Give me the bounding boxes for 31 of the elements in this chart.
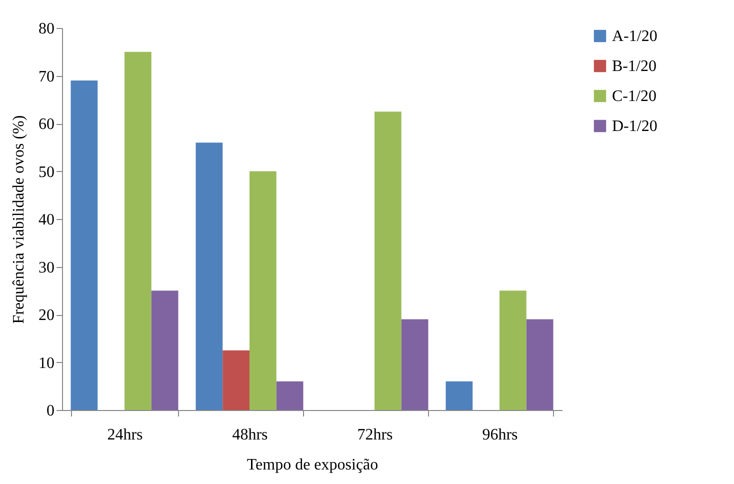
x-tick-label: 24hrs bbox=[107, 426, 143, 444]
bar bbox=[446, 381, 473, 410]
y-tick-label: 20 bbox=[38, 307, 54, 324]
y-tick-label: 30 bbox=[38, 259, 54, 276]
y-tick-label: 60 bbox=[38, 116, 54, 133]
y-tick-label: 10 bbox=[38, 354, 54, 372]
bar bbox=[401, 319, 428, 410]
bar bbox=[196, 142, 223, 410]
y-tick-label: 70 bbox=[38, 68, 54, 86]
bar bbox=[222, 350, 250, 410]
x-tick-label: 96hrs bbox=[482, 426, 518, 444]
y-tick-label: 50 bbox=[38, 164, 54, 181]
y-axis-title: Frequência viabilidade ovos (%) bbox=[10, 115, 28, 324]
bar bbox=[374, 112, 402, 410]
legend-label: C-1/20 bbox=[612, 88, 656, 105]
x-tick-label: 72hrs bbox=[357, 426, 393, 444]
x-axis-title: Tempo de exposição bbox=[246, 456, 378, 474]
bar bbox=[526, 319, 554, 410]
legend-label: B-1/20 bbox=[612, 58, 656, 75]
bar bbox=[250, 171, 276, 410]
bar bbox=[276, 381, 304, 410]
bar bbox=[500, 290, 526, 410]
legend-label: D-1/20 bbox=[612, 118, 658, 135]
bar bbox=[124, 52, 152, 410]
y-tick-label: 40 bbox=[38, 212, 54, 228]
x-tick-label: 48hrs bbox=[232, 426, 268, 444]
bar bbox=[70, 80, 98, 410]
y-tick-label: 0 bbox=[46, 402, 54, 420]
y-tick-label: 80 bbox=[38, 20, 54, 38]
legend-label: A-1/20 bbox=[612, 28, 658, 45]
bar bbox=[151, 290, 178, 410]
